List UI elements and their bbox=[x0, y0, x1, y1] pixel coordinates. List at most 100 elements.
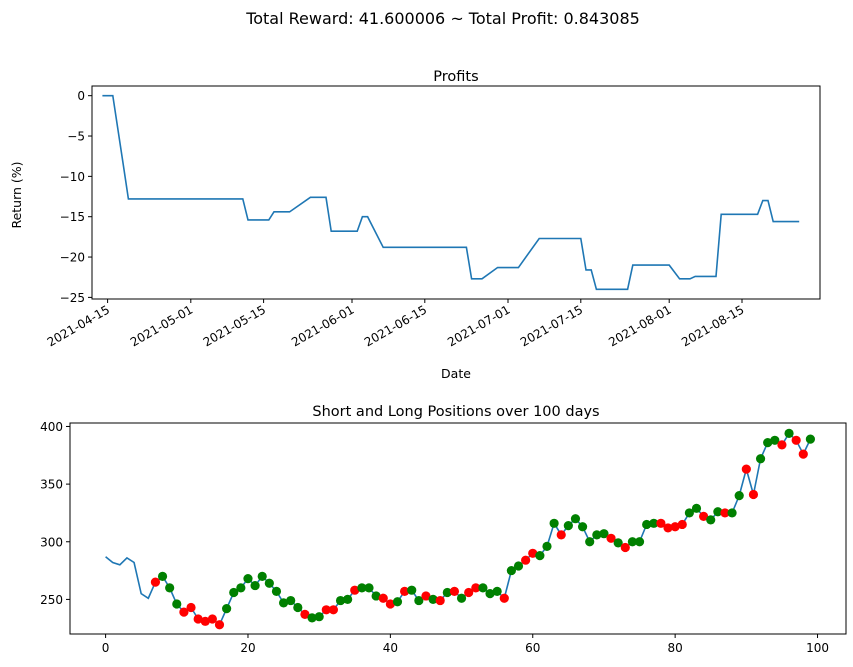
long-position-point-86 bbox=[713, 507, 723, 517]
positions-chart-title: Short and Long Positions over 100 days bbox=[312, 404, 599, 420]
long-position-point-77 bbox=[649, 518, 659, 528]
long-position-point-75 bbox=[634, 537, 645, 547]
profits-x-tick-label-4: 2021-06-15 bbox=[362, 302, 429, 349]
long-position-point-22 bbox=[257, 571, 267, 581]
profits-line-layer bbox=[102, 94, 800, 291]
long-position-point-27 bbox=[293, 602, 303, 613]
short-position-point-16 bbox=[214, 620, 225, 630]
figure-suptitle: Total Reward: 41.600006 ~ Total Profit: … bbox=[245, 9, 640, 28]
short-position-point-81 bbox=[677, 519, 687, 530]
profits-chart-title: Profits bbox=[433, 69, 478, 85]
profits-x-tick-label-5: 2021-07-01 bbox=[445, 302, 512, 349]
positions-y-ticks: 250 300 350 400 bbox=[40, 420, 70, 607]
long-position-point-20 bbox=[243, 574, 253, 584]
long-position-point-37 bbox=[364, 583, 374, 593]
short-position-point-7 bbox=[150, 577, 161, 587]
profits-x-axis-label: Date bbox=[441, 366, 471, 381]
profits-chart: Profits 2021-04-15 2021-05-01 2021-05-15 20… bbox=[9, 69, 821, 381]
long-position-point-96 bbox=[784, 428, 794, 438]
short-position-point-15 bbox=[207, 614, 217, 624]
short-position-point-95 bbox=[777, 440, 787, 450]
long-position-point-50 bbox=[456, 593, 467, 603]
profits-y-tick-label-3: −15 bbox=[60, 210, 85, 224]
positions-plot-frame bbox=[69, 422, 847, 635]
profits-series-line-0 bbox=[102, 94, 800, 291]
positions-y-tick-label-0: 250 bbox=[40, 593, 63, 607]
short-position-point-98 bbox=[798, 449, 808, 459]
short-position-point-49 bbox=[449, 586, 460, 596]
positions-y-tick-label-2: 350 bbox=[40, 478, 63, 492]
long-position-point-92 bbox=[755, 454, 766, 464]
profits-y-ticks: 0 −5 −10 −15 −20 −25 bbox=[60, 89, 92, 305]
long-position-point-34 bbox=[343, 594, 353, 605]
long-position-point-25 bbox=[278, 598, 289, 608]
short-position-point-60 bbox=[528, 548, 538, 558]
profits-y-tick-label-0: 0 bbox=[77, 89, 85, 103]
short-position-point-78 bbox=[656, 518, 666, 528]
short-position-point-14 bbox=[200, 616, 210, 626]
short-position-point-45 bbox=[421, 591, 431, 601]
long-position-point-63 bbox=[549, 518, 559, 528]
long-position-point-57 bbox=[506, 565, 516, 576]
short-position-point-12 bbox=[186, 602, 196, 613]
short-position-point-13 bbox=[193, 614, 203, 624]
long-position-point-8 bbox=[157, 571, 168, 581]
profits-x-tick-label-2: 2021-05-15 bbox=[201, 302, 268, 349]
long-position-point-55 bbox=[492, 586, 502, 596]
long-position-point-76 bbox=[642, 519, 652, 530]
long-position-point-46 bbox=[428, 594, 438, 605]
short-position-point-35 bbox=[350, 585, 360, 595]
profits-x-tick-label-7: 2021-08-01 bbox=[606, 302, 673, 349]
short-position-point-28 bbox=[300, 609, 310, 620]
long-position-point-26 bbox=[286, 595, 296, 606]
long-position-point-61 bbox=[535, 551, 545, 561]
long-position-point-24 bbox=[271, 586, 282, 596]
long-position-point-23 bbox=[264, 578, 274, 588]
long-position-point-43 bbox=[407, 585, 417, 595]
long-position-point-33 bbox=[335, 595, 346, 606]
positions-x-tick-label-2: 40 bbox=[383, 641, 398, 655]
long-position-point-89 bbox=[734, 491, 744, 501]
short-position-point-59 bbox=[521, 555, 531, 565]
short-position-point-91 bbox=[748, 489, 759, 500]
profits-y-tick-label-5: −25 bbox=[60, 291, 85, 305]
long-position-point-99 bbox=[805, 434, 816, 444]
short-position-point-71 bbox=[606, 533, 616, 543]
short-position-point-73 bbox=[620, 542, 630, 553]
long-position-point-21 bbox=[250, 580, 260, 591]
long-position-point-29 bbox=[307, 613, 317, 623]
long-position-point-88 bbox=[727, 508, 737, 518]
short-position-point-42 bbox=[400, 586, 410, 596]
positions-marks-layer bbox=[105, 428, 816, 630]
profits-y-axis-label: Return (%) bbox=[9, 161, 24, 228]
profits-x-tick-label-8: 2021-08-15 bbox=[679, 302, 746, 349]
short-position-point-39 bbox=[378, 593, 388, 603]
positions-y-tick-label-3: 400 bbox=[40, 420, 63, 434]
long-position-point-65 bbox=[563, 521, 573, 531]
long-position-point-82 bbox=[684, 508, 694, 518]
profits-y-tick-label-4: −20 bbox=[60, 251, 85, 265]
long-position-point-10 bbox=[172, 599, 182, 609]
long-position-point-93 bbox=[763, 438, 773, 448]
profits-x-tick-label-0: 2021-04-15 bbox=[45, 302, 112, 349]
long-position-point-53 bbox=[478, 583, 488, 593]
positions-x-tick-label-5: 100 bbox=[806, 641, 829, 655]
short-position-point-84 bbox=[699, 511, 709, 521]
long-position-point-38 bbox=[371, 591, 381, 601]
short-position-point-79 bbox=[663, 523, 673, 533]
long-position-point-9 bbox=[165, 583, 175, 593]
long-position-point-66 bbox=[570, 514, 581, 524]
profits-y-tick-label-1: −5 bbox=[67, 130, 85, 144]
long-position-point-30 bbox=[314, 612, 324, 622]
long-position-point-74 bbox=[627, 537, 638, 547]
positions-y-tick-label-1: 300 bbox=[40, 535, 63, 549]
long-position-point-18 bbox=[229, 587, 239, 598]
short-position-point-87 bbox=[720, 508, 730, 518]
long-position-point-54 bbox=[485, 589, 495, 599]
profits-plot-frame bbox=[91, 85, 821, 300]
long-position-point-68 bbox=[585, 537, 595, 547]
long-position-point-44 bbox=[414, 595, 424, 606]
long-position-point-36 bbox=[357, 583, 367, 593]
profits-x-ticks: 2021-04-15 2021-05-01 2021-05-15 2021-06-01… bbox=[45, 299, 747, 349]
